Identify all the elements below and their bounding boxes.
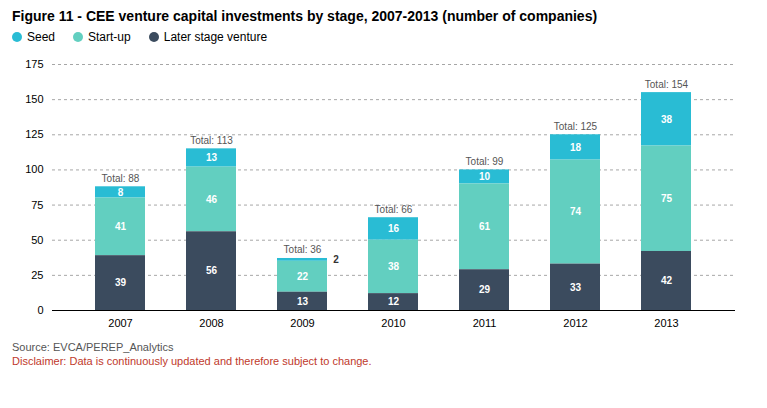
html-text:Figure 11 - CEE venture capita: Figure 11 - CEE venture capital investme… xyxy=(12,8,598,24)
html-text:Disclaimer: Data is continuous: Disclaimer: Data is continuously updated… xyxy=(12,355,372,367)
svg-text:39: 39 xyxy=(115,277,127,288)
svg-text:29: 29 xyxy=(479,284,491,295)
svg-text:2012: 2012 xyxy=(563,317,587,329)
svg-text:2013: 2013 xyxy=(654,317,678,329)
svg-text:18: 18 xyxy=(570,142,582,153)
svg-text:38: 38 xyxy=(661,114,673,125)
svg-text:150: 150 xyxy=(25,93,43,105)
svg-text:13: 13 xyxy=(297,296,309,307)
svg-text:12: 12 xyxy=(388,296,400,307)
html-text:Seed: Seed xyxy=(27,30,55,44)
svg-text:75: 75 xyxy=(661,193,673,204)
svg-text:175: 175 xyxy=(25,58,43,70)
svg-text:46: 46 xyxy=(206,194,218,205)
svg-text:61: 61 xyxy=(479,221,491,232)
svg-text:16: 16 xyxy=(388,223,400,234)
svg-text:41: 41 xyxy=(115,221,127,232)
svg-text:42: 42 xyxy=(661,275,673,286)
svg-text:2007: 2007 xyxy=(108,317,132,329)
svg-text:Total: 113: Total: 113 xyxy=(190,135,233,146)
svg-text:Total: 36: Total: 36 xyxy=(284,244,322,255)
svg-text:2009: 2009 xyxy=(290,317,314,329)
html-text:Source: EVCA/PEREP_Analytics: Source: EVCA/PEREP_Analytics xyxy=(12,341,174,353)
svg-text:38: 38 xyxy=(388,261,400,272)
svg-text:22: 22 xyxy=(297,271,309,282)
svg-text:125: 125 xyxy=(25,128,43,140)
svg-text:8: 8 xyxy=(118,187,124,198)
svg-text:Total: 66: Total: 66 xyxy=(375,204,413,215)
svg-text:74: 74 xyxy=(570,206,582,217)
html-text:Later stage venture: Later stage venture xyxy=(163,30,268,44)
svg-text:2010: 2010 xyxy=(381,317,405,329)
svg-text:2008: 2008 xyxy=(199,317,223,329)
svg-text:Total: 125: Total: 125 xyxy=(554,121,598,132)
svg-text:56: 56 xyxy=(206,265,218,276)
svg-text:25: 25 xyxy=(31,269,43,281)
svg-text:13: 13 xyxy=(206,152,218,163)
svg-text:2011: 2011 xyxy=(473,317,497,329)
svg-text:Total: 88: Total: 88 xyxy=(102,173,140,184)
svg-text:0: 0 xyxy=(37,304,43,316)
svg-text:10: 10 xyxy=(479,171,491,182)
svg-text:100: 100 xyxy=(25,163,43,175)
svg-text:33: 33 xyxy=(570,282,582,293)
svg-text:2: 2 xyxy=(333,254,339,265)
svg-text:Total: 99: Total: 99 xyxy=(466,156,504,167)
svg-text:75: 75 xyxy=(31,199,43,211)
svg-text:Total: 154: Total: 154 xyxy=(645,79,689,90)
html-text:Start-up: Start-up xyxy=(88,30,131,44)
svg-text:50: 50 xyxy=(31,234,43,246)
